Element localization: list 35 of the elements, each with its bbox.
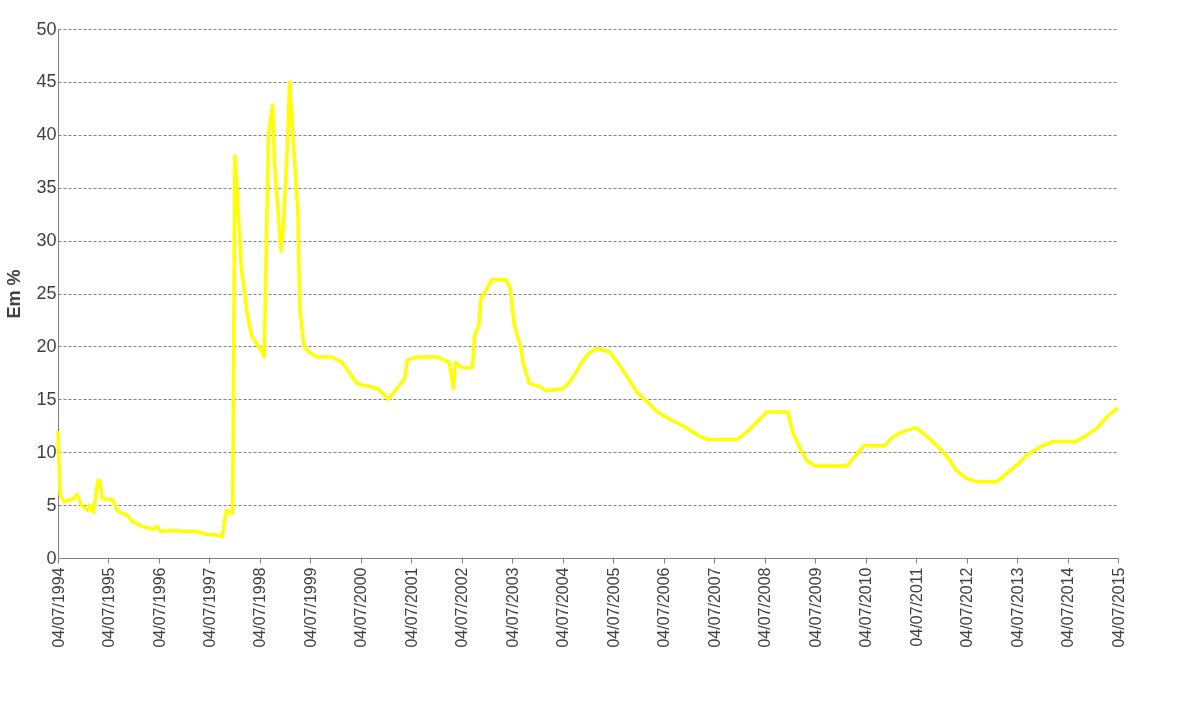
x-tick-label: 04/07/2003 <box>503 567 521 648</box>
x-tick-label: 04/07/2010 <box>857 567 875 648</box>
x-tick-label: 04/07/1994 <box>49 567 67 648</box>
x-tick-label: 04/07/2002 <box>453 567 471 648</box>
x-tick-label: 04/07/1995 <box>99 567 117 648</box>
x-tick-label: 04/07/2008 <box>756 567 774 648</box>
y-tick-label: 50 <box>36 18 57 39</box>
x-tick-label: 04/07/1999 <box>301 567 319 648</box>
x-tick-label: 04/07/1997 <box>200 567 218 648</box>
x-tick-label: 04/07/2015 <box>1109 567 1127 648</box>
line-series <box>56 80 1120 539</box>
x-tick-label: 04/07/2014 <box>1059 567 1077 648</box>
y-tick-label: 20 <box>36 335 57 356</box>
x-tick-label: 04/07/2013 <box>1008 567 1026 648</box>
x-tick-label: 04/07/2011 <box>907 567 925 647</box>
y-tick-label: 35 <box>36 177 57 198</box>
y-tick-label: 30 <box>36 230 57 251</box>
y-tick-label: 10 <box>36 441 57 462</box>
x-tick-label: 04/07/2004 <box>554 567 572 648</box>
y-tick-label: 0 <box>46 547 57 568</box>
y-tick-label: 25 <box>36 283 57 303</box>
x-tick-label: 04/07/2001 <box>402 567 420 648</box>
y-tick-label: 45 <box>36 71 57 92</box>
x-tick-label: 04/07/2000 <box>352 567 370 648</box>
x-tick-label: 04/07/2005 <box>604 567 622 648</box>
x-tick-label: 04/07/1998 <box>251 567 269 648</box>
y-tick-label: 15 <box>36 388 57 409</box>
y-tick-label: 5 <box>46 494 57 515</box>
x-tick-label: 04/07/1996 <box>150 567 168 648</box>
x-tick-label: 04/07/2007 <box>705 567 723 648</box>
x-tick-label: 04/07/2012 <box>958 567 976 648</box>
y-tick-label: 40 <box>36 124 57 145</box>
x-tick-label: 04/07/2006 <box>655 567 673 648</box>
y-axis-title: Em % <box>4 269 25 319</box>
x-tick-label: 04/07/2009 <box>806 567 824 648</box>
